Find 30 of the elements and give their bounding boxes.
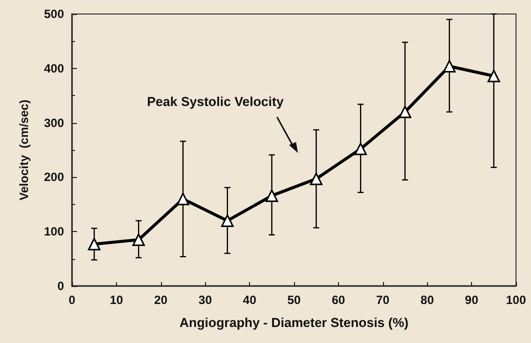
- x-axis-title: Angiography - Diameter Stenosis (%): [180, 315, 408, 330]
- y-tick-label: 300: [44, 116, 64, 130]
- y-tick-label: 0: [57, 279, 64, 293]
- x-tick-label: 70: [376, 293, 390, 307]
- point: [266, 189, 278, 202]
- point: [310, 172, 322, 186]
- y-tick-label: 400: [44, 61, 64, 76]
- y-axis-title: Velocity (cm/sec): [17, 100, 31, 200]
- y-tick-label: 200: [44, 170, 64, 184]
- y-tick-label: 500: [44, 7, 64, 21]
- point: [354, 142, 367, 156]
- x-tick-label: 40: [242, 293, 257, 307]
- point: [398, 106, 412, 118]
- x-tick-label: 30: [198, 293, 212, 307]
- x-tick-label: 50: [287, 293, 301, 307]
- point: [176, 192, 190, 206]
- x-tick-label: 80: [420, 293, 434, 307]
- y-tick-label: 100: [44, 224, 64, 239]
- x-tick-label: 20: [154, 293, 168, 307]
- x-tick-label: 60: [332, 293, 346, 307]
- x-tick-label: 0: [68, 293, 76, 307]
- point: [88, 238, 100, 250]
- point: [221, 214, 234, 227]
- point: [488, 70, 500, 82]
- x-tick-label: 90: [464, 293, 479, 307]
- point: [443, 60, 456, 72]
- x-tick-label: 10: [110, 293, 124, 307]
- annotation: Peak Systolic Velocity: [147, 94, 284, 109]
- x-tick-label: 100: [506, 293, 526, 307]
- point: [132, 234, 145, 246]
